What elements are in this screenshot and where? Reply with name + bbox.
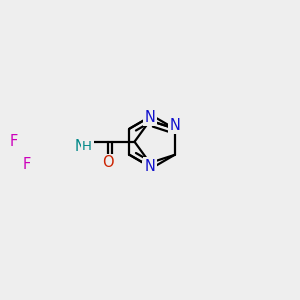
Text: N: N	[169, 118, 180, 133]
Text: N: N	[75, 139, 86, 154]
Text: N: N	[143, 162, 154, 177]
Text: H: H	[82, 140, 92, 153]
Text: F: F	[22, 157, 31, 172]
Text: F: F	[9, 134, 18, 149]
Text: O: O	[103, 155, 114, 170]
Text: N: N	[144, 110, 155, 125]
Text: N: N	[144, 159, 155, 174]
